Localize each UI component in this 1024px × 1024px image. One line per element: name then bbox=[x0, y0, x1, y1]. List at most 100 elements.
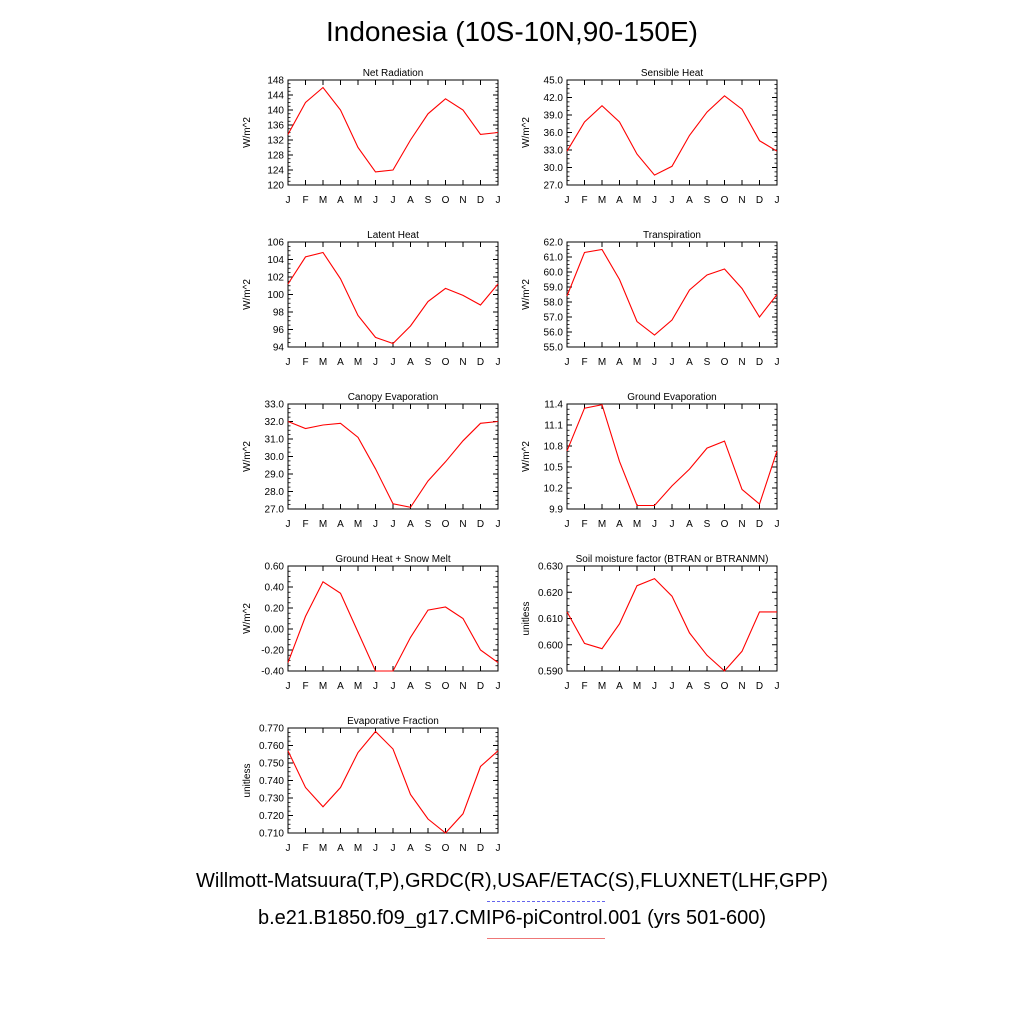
x-tick-label: M bbox=[598, 519, 606, 530]
x-tick-label: J bbox=[391, 357, 396, 368]
x-tick-label: F bbox=[581, 357, 587, 368]
x-tick-label: A bbox=[337, 195, 344, 206]
x-tick-label: M bbox=[319, 519, 327, 530]
y-tick-label: 55.0 bbox=[544, 343, 564, 354]
x-tick-label: A bbox=[616, 681, 623, 692]
x-tick-label: O bbox=[721, 519, 729, 530]
x-tick-label: J bbox=[652, 519, 657, 530]
x-tick-label: N bbox=[459, 195, 466, 206]
y-axis-label: W/m^2 bbox=[521, 279, 532, 310]
y-tick-label: 29.0 bbox=[265, 470, 285, 481]
series-line bbox=[566, 404, 778, 507]
x-tick-label: J bbox=[496, 357, 501, 368]
case-legend-line bbox=[487, 938, 605, 939]
y-tick-label: 106 bbox=[267, 238, 284, 249]
x-tick-label: S bbox=[704, 357, 711, 368]
x-tick-label: J bbox=[496, 195, 501, 206]
series-line bbox=[287, 251, 499, 345]
x-tick-label: S bbox=[704, 195, 711, 206]
y-tick-label: 0.630 bbox=[538, 562, 563, 573]
plot-frame bbox=[566, 565, 778, 672]
y-tick-label: 0.710 bbox=[259, 829, 284, 840]
obs-legend-dash bbox=[487, 901, 605, 902]
x-tick-label: J bbox=[391, 195, 396, 206]
y-tick-label: 42.0 bbox=[544, 93, 564, 104]
x-tick-label: A bbox=[337, 681, 344, 692]
panel-title: Transpiration bbox=[643, 230, 701, 241]
y-tick-label: 144 bbox=[267, 91, 284, 102]
y-tick-label: 11.1 bbox=[544, 421, 563, 432]
x-tick-label: F bbox=[581, 681, 587, 692]
x-tick-label: A bbox=[407, 357, 414, 368]
y-tick-label: 0.20 bbox=[265, 604, 285, 615]
x-tick-label: D bbox=[477, 195, 484, 206]
chart-panel: Soil moisture factor (BTRAN or BTRANMN) 0… bbox=[521, 554, 780, 692]
x-tick-label: M bbox=[319, 843, 327, 854]
y-tick-label: 62.0 bbox=[544, 238, 564, 249]
x-tick-label: O bbox=[442, 843, 450, 854]
y-tick-label: 96 bbox=[273, 325, 285, 336]
x-tick-label: N bbox=[459, 681, 466, 692]
x-tick-label: O bbox=[442, 681, 450, 692]
x-tick-label: J bbox=[286, 843, 291, 854]
y-tick-label: 0.00 bbox=[265, 625, 285, 636]
x-tick-label: J bbox=[373, 519, 378, 530]
x-tick-label: N bbox=[738, 519, 745, 530]
x-tick-label: A bbox=[686, 519, 693, 530]
x-tick-label: J bbox=[496, 519, 501, 530]
x-tick-label: J bbox=[496, 681, 501, 692]
series-line bbox=[287, 86, 499, 173]
y-tick-label: 94 bbox=[273, 343, 285, 354]
x-tick-label: J bbox=[652, 681, 657, 692]
x-tick-label: F bbox=[581, 195, 587, 206]
y-tick-label: 36.0 bbox=[544, 128, 564, 139]
y-tick-label: -0.20 bbox=[261, 646, 284, 657]
y-tick-label: 0.750 bbox=[259, 759, 284, 770]
chart-panel: Transpiration 55.0 56.0 57.0 58.0 59.0 60.0 61.… bbox=[521, 230, 780, 368]
x-tick-label: A bbox=[407, 843, 414, 854]
x-tick-label: J bbox=[670, 519, 675, 530]
x-tick-label: D bbox=[477, 357, 484, 368]
x-tick-label: J bbox=[652, 357, 657, 368]
series-line bbox=[566, 95, 778, 176]
y-tick-label: 32.0 bbox=[265, 417, 285, 428]
x-tick-label: J bbox=[286, 681, 291, 692]
x-tick-label: M bbox=[598, 357, 606, 368]
x-tick-label: A bbox=[616, 357, 623, 368]
y-tick-label: 0.770 bbox=[259, 724, 284, 735]
panel-title: Soil moisture factor (BTRAN or BTRANMN) bbox=[576, 554, 769, 565]
x-tick-label: J bbox=[286, 195, 291, 206]
x-tick-label: N bbox=[738, 681, 745, 692]
x-tick-label: O bbox=[442, 195, 450, 206]
x-tick-label: F bbox=[302, 357, 308, 368]
plot-frame bbox=[287, 403, 499, 510]
x-tick-label: O bbox=[442, 357, 450, 368]
x-tick-label: A bbox=[686, 195, 693, 206]
x-tick-label: J bbox=[565, 681, 570, 692]
y-tick-label: 148 bbox=[267, 76, 284, 87]
chart-panel: Ground Heat + Snow Melt -0.40 -0.20 0.00 0.2… bbox=[242, 554, 501, 692]
series-line bbox=[287, 581, 499, 672]
x-tick-label: J bbox=[286, 357, 291, 368]
chart-panel: Ground Evaporation 9.9 10.2 10.5 10.8 11.1 11.… bbox=[521, 392, 780, 530]
y-tick-label: 0.760 bbox=[259, 741, 284, 752]
x-tick-label: J bbox=[391, 843, 396, 854]
x-tick-label: M bbox=[354, 681, 362, 692]
y-tick-label: 27.0 bbox=[544, 181, 564, 192]
plot-frame bbox=[287, 727, 499, 834]
x-tick-label: O bbox=[721, 357, 729, 368]
y-tick-label: 120 bbox=[267, 181, 284, 192]
y-tick-label: 0.730 bbox=[259, 794, 284, 805]
x-tick-label: A bbox=[616, 195, 623, 206]
x-tick-label: D bbox=[477, 519, 484, 530]
y-tick-label: 132 bbox=[267, 136, 284, 147]
chart-panel: Evaporative Fraction 0.710 0.720 0.730 0.740… bbox=[242, 716, 501, 854]
x-tick-label: A bbox=[407, 519, 414, 530]
x-tick-label: F bbox=[302, 681, 308, 692]
y-tick-label: 0.60 bbox=[265, 562, 285, 573]
x-tick-label: J bbox=[565, 519, 570, 530]
x-tick-label: S bbox=[425, 681, 432, 692]
series-line bbox=[566, 577, 777, 672]
panel-title: Evaporative Fraction bbox=[347, 716, 439, 727]
